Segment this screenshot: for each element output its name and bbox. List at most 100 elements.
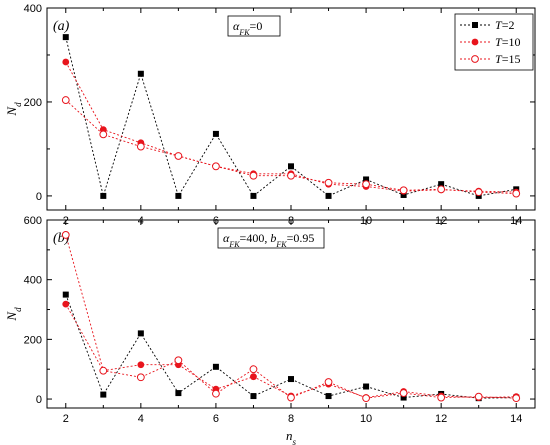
panel-label: (a): [53, 19, 70, 34]
data-point: [437, 185, 446, 194]
data-point: [136, 373, 145, 382]
anno-sub: FK: [238, 28, 250, 37]
data-point: [438, 181, 445, 188]
data-point: [287, 393, 295, 402]
data-point: [363, 176, 370, 183]
y-axis-title-sub: d: [13, 307, 23, 312]
x-tick-label: 12: [435, 413, 447, 425]
y-axis-title-main: N: [4, 311, 19, 322]
series-t-15: [61, 231, 521, 403]
legend-entry: T=2: [495, 18, 514, 32]
legend-entry: T=15: [495, 52, 520, 66]
legend-box: [454, 13, 534, 71]
x-tick-label: 10: [360, 413, 372, 425]
data-point: [474, 188, 483, 197]
legend-entry-var: T: [495, 35, 503, 49]
data-point: [399, 186, 408, 195]
data-point: [362, 394, 370, 403]
series-line: [65, 303, 517, 399]
series-t-10: [62, 300, 520, 401]
y-tick-label: 400: [24, 3, 42, 15]
x-tick-label: 6: [213, 413, 219, 425]
annotation-box: [217, 227, 325, 249]
data-point: [62, 34, 69, 41]
data-point: [250, 373, 257, 381]
x-tick-label: 14: [510, 413, 522, 425]
data-point: [212, 162, 220, 171]
annotation-text: αFK=400, bFK=0.95: [223, 231, 314, 249]
legend-entry-var: T: [495, 52, 503, 66]
data-point: [288, 163, 294, 170]
data-point: [325, 393, 332, 400]
x-axis-title-sub: s: [292, 437, 296, 445]
data-point: [362, 180, 370, 189]
anno-symbol: α: [233, 19, 240, 33]
series-t-2: [62, 291, 520, 402]
data-point: [399, 389, 408, 397]
data-point: [100, 192, 107, 199]
data-point: [174, 152, 183, 160]
y-tick-label: 0: [36, 394, 42, 406]
data-point: [100, 391, 107, 398]
data-point: [324, 178, 333, 187]
y-axis-title: Nd: [4, 102, 23, 117]
data-point: [512, 189, 521, 198]
data-point: [363, 383, 370, 390]
anno-rest: =400,: [240, 231, 271, 245]
x-tick-label: 8: [288, 413, 294, 425]
y-tick-label: 0: [36, 191, 42, 203]
x-tick-label: 4: [138, 413, 144, 425]
anno-sub2: FK: [275, 240, 287, 249]
legend-entry-val: =10: [502, 35, 521, 49]
data-point: [62, 300, 70, 308]
data-point: [137, 70, 144, 77]
anno-symbol2: b: [270, 231, 276, 245]
y-axis-title-main: N: [4, 106, 19, 117]
data-point: [400, 394, 407, 401]
series-line: [65, 234, 517, 399]
data-point: [99, 130, 108, 139]
data-point: [437, 393, 446, 402]
y-tick-label: 200: [24, 97, 42, 109]
data-point: [137, 330, 144, 337]
data-point: [474, 392, 483, 401]
data-point: [62, 291, 69, 298]
anno-rest: =0: [250, 19, 263, 33]
data-point: [249, 171, 258, 180]
x-axis-title-main: n: [286, 428, 293, 443]
data-point: [288, 376, 294, 383]
legend-entry: T=10: [495, 35, 520, 49]
legend-marker: [471, 55, 479, 63]
data-point: [61, 231, 70, 239]
data-point: [324, 378, 333, 386]
data-point: [61, 96, 70, 104]
data-point: [212, 363, 219, 370]
x-axis-title: ns: [286, 428, 297, 445]
data-point: [400, 191, 407, 198]
legend: T=2T=10T=15: [454, 13, 534, 71]
data-point: [512, 394, 521, 403]
data-point: [287, 171, 295, 180]
legend-marker: [472, 22, 478, 28]
y-axis-title-sub: d: [13, 102, 23, 107]
data-point: [249, 365, 258, 374]
annotation-text: αFK=0: [233, 19, 262, 37]
y-axis-title: Nd: [4, 307, 23, 322]
legend-entry-val: =15: [502, 52, 521, 66]
data-point: [212, 389, 220, 398]
data-point: [99, 366, 108, 375]
anno-sub: FK: [228, 240, 240, 249]
data-point: [250, 393, 257, 400]
data-point: [212, 130, 219, 137]
y-tick-label: 200: [24, 334, 42, 346]
y-tick-label: 600: [24, 215, 42, 227]
data-point: [175, 390, 182, 397]
series-line: [65, 294, 517, 399]
x-tick-label: 2: [63, 413, 69, 425]
y-tick-label: 400: [24, 275, 42, 287]
legend-marker: [471, 38, 479, 46]
series-t-15: [61, 96, 521, 198]
data-point: [174, 356, 183, 365]
